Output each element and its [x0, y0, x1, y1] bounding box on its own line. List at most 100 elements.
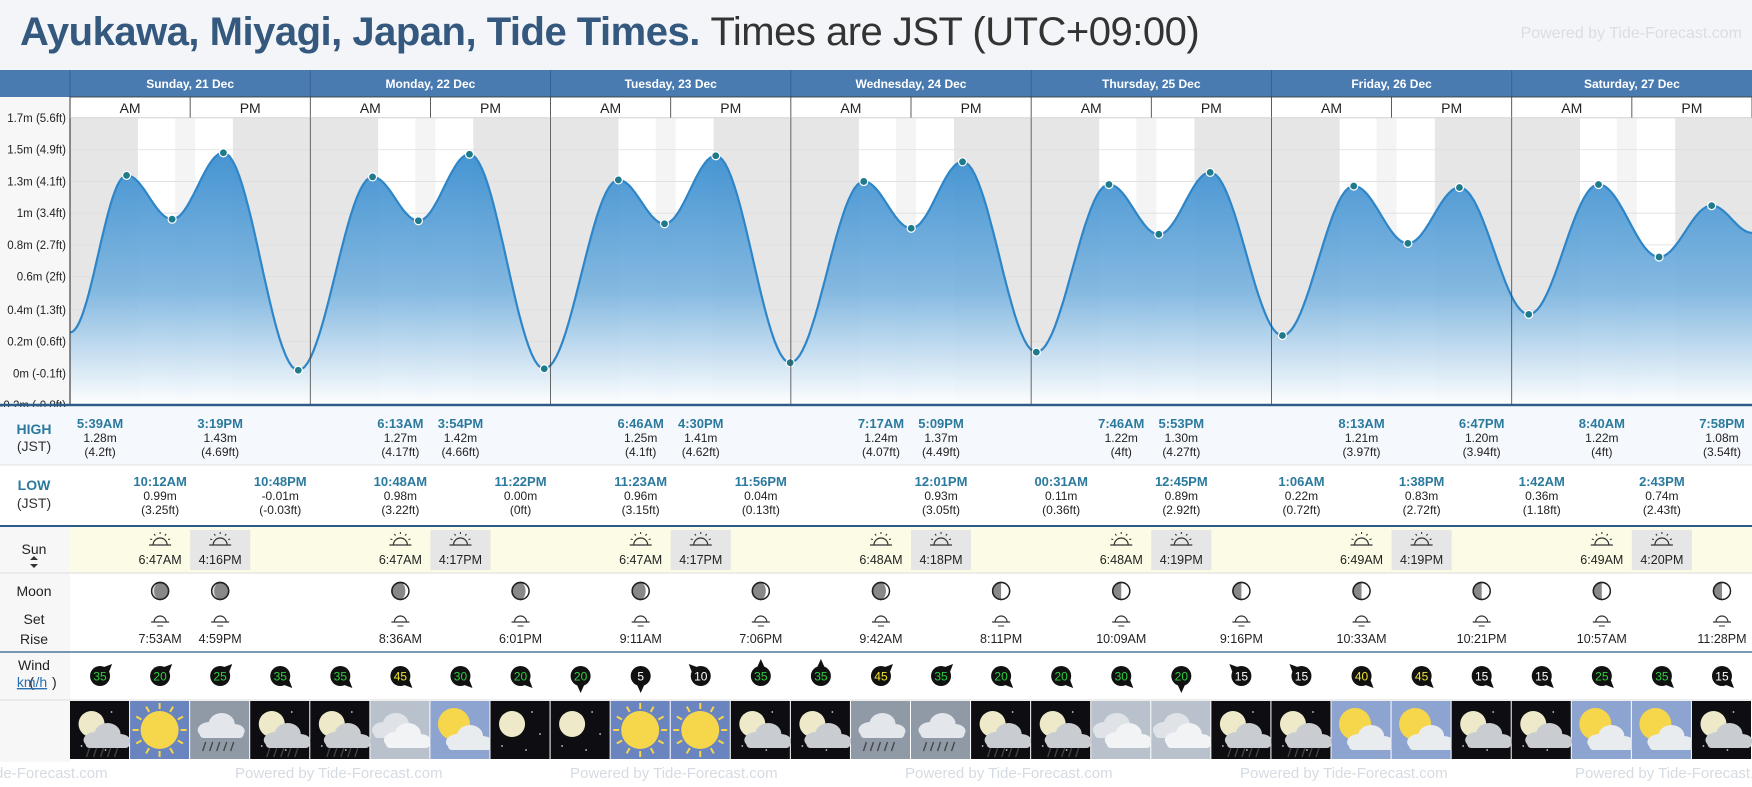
weather-icon-night-clear: [490, 701, 550, 759]
wind-arrow-head: [945, 663, 954, 673]
tide-extreme-point: [659, 219, 670, 229]
high-tide-meters: 1.27m: [384, 431, 417, 445]
moon-phase-icon: [1592, 581, 1612, 601]
wind-speed: 30: [1115, 670, 1129, 684]
sun-glyph: [621, 711, 660, 749]
moon-outline: [1232, 581, 1251, 601]
weather-icon-cloudy-rain: [911, 701, 971, 759]
star: [741, 745, 744, 747]
moon-arc: [1715, 615, 1729, 623]
moonrise-icon: [1352, 615, 1371, 627]
moonset-icon: [211, 615, 230, 627]
sun-arc: [1654, 537, 1670, 546]
moon-phase-icon: [210, 581, 230, 601]
y-tick-label: 0.4m (1.3ft): [7, 305, 66, 317]
rain-drop: [1241, 747, 1246, 758]
star: [825, 749, 828, 751]
tide-extreme-point: [859, 176, 869, 187]
moonrise-icon: [151, 615, 170, 627]
sunrise-time: 6:47AM: [139, 553, 182, 567]
sun-arc: [212, 537, 228, 546]
weather-icon-sunny: [670, 701, 730, 759]
tide-extreme-point: [613, 175, 623, 185]
wind-speed: 45: [394, 670, 408, 684]
moon-phase-icon: [1352, 581, 1371, 601]
rain-drop: [1248, 747, 1253, 758]
star: [501, 745, 503, 747]
moonrise-icon: [631, 615, 650, 627]
title-bar: Ayukawa, Miyagi, Japan, Tide Times. Time…: [0, 0, 1752, 70]
wind-arrow-head: [1125, 679, 1134, 689]
moon-lit: [880, 582, 890, 600]
wind-unit-paren: (: [29, 674, 34, 690]
moonrise-icon: [1592, 615, 1611, 627]
sun-ray: [648, 538, 651, 541]
high-tide-time: 5:53PM: [1159, 416, 1205, 431]
moonset-icon: [1712, 615, 1731, 627]
moon-lit: [1001, 582, 1010, 600]
sun-ray: [135, 739, 142, 745]
rain-drop: [1308, 747, 1313, 758]
moon-arc: [1475, 615, 1489, 623]
wind-arrow-head: [1177, 685, 1185, 693]
wind-arrow-head: [637, 685, 645, 693]
wind-badge: 35: [931, 663, 954, 686]
moon-event-time: 9:16PM: [1220, 632, 1263, 646]
high-tide-feet: (3.97ft): [1343, 445, 1381, 459]
rain-drop: [1227, 747, 1232, 758]
wind-badge: 35: [90, 663, 113, 686]
high-tide-feet: (4.17ft): [381, 445, 419, 459]
wind-circle: [90, 666, 111, 686]
star: [1546, 749, 1549, 751]
y-tick-label: 1.5m (4.9ft): [7, 145, 66, 157]
star: [1245, 749, 1248, 751]
sunrise-icon: [149, 532, 172, 546]
sun-ray: [645, 533, 648, 536]
sun-ray: [393, 533, 397, 536]
rain-drop: [202, 741, 207, 752]
sun-ray: [464, 533, 467, 536]
sun-ray: [164, 533, 167, 536]
wind-speed: 15: [1535, 670, 1549, 684]
sun-arc: [933, 537, 949, 546]
rain-drop: [950, 741, 956, 752]
sun-ray: [934, 533, 937, 536]
wind-arrow-head: [1229, 663, 1238, 673]
wind-badge: 15: [1711, 666, 1734, 689]
high-tide-feet: (3.94ft): [1463, 445, 1501, 459]
powered-by-top[interactable]: Powered by Tide-Forecast.com: [1520, 25, 1742, 42]
moon-event-time: 9:11AM: [620, 632, 662, 646]
wind-circle: [810, 666, 831, 686]
wind-arrow-head: [688, 663, 697, 673]
cloud-part: [920, 730, 965, 738]
y-tick-label: 1.3m (4.1ft): [7, 176, 66, 188]
rain-drop: [92, 747, 98, 758]
cloud-part: [1046, 740, 1091, 748]
sun-ray: [709, 706, 715, 713]
tide-extreme-point: [1454, 182, 1465, 193]
wind-badge: 20: [991, 666, 1014, 689]
sun-arc: [873, 537, 889, 546]
moon-lit: [1481, 582, 1491, 600]
sun-ray: [390, 538, 393, 541]
moon-arc: [1234, 615, 1248, 623]
wind-arrow-head: [404, 679, 413, 689]
moonset-icon: [511, 615, 530, 627]
sun-ray: [169, 706, 174, 713]
day-header-label: Friday, 26 Dec: [1351, 77, 1432, 91]
high-tide-time: 7:58PM: [1699, 416, 1745, 431]
moon-event-time: 10:33AM: [1337, 632, 1387, 646]
moonset-icon: [1472, 615, 1491, 627]
wind-badge: 45: [870, 663, 893, 686]
sunset-time: 4:16PM: [199, 553, 242, 567]
sun-ray: [930, 538, 934, 541]
cloud-part: [325, 740, 370, 748]
wind-arrow-head: [464, 679, 473, 689]
moon-set-label: Set: [23, 611, 44, 627]
high-tide-feet: (4.66ft): [441, 445, 479, 459]
sun-ray: [1606, 533, 1609, 536]
low-tide-time: 10:48AM: [374, 474, 427, 489]
sunset-cell-bg: [670, 530, 731, 570]
high-tide-feet: (4.1ft): [625, 445, 656, 459]
wind-unit-link[interactable]: km/h: [17, 674, 47, 690]
